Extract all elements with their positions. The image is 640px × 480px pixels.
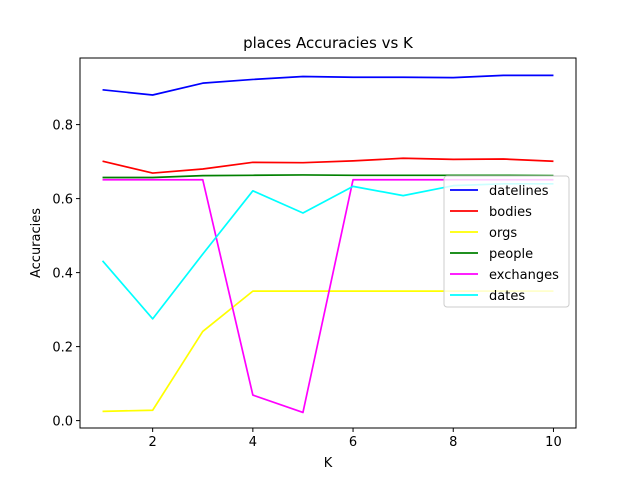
chart-title: places Accuracies vs K [243, 34, 414, 52]
series-line-bodies [102, 157, 554, 174]
x-tick-label: 8 [449, 435, 457, 450]
legend-label-orgs: orgs [489, 226, 517, 241]
legend-label-people: people [489, 247, 533, 262]
legend-label-bodies: bodies [489, 205, 532, 220]
x-tick-label: 2 [149, 435, 157, 450]
y-tick-label: 0.8 [52, 119, 73, 134]
y-tick-label: 0.2 [52, 341, 73, 356]
x-tick-label: 4 [249, 435, 257, 450]
legend: datelines bodies orgs people exchanges dates [443, 175, 570, 308]
series-line-datelines [102, 74, 554, 96]
x-axis: 2 4 6 8 10 [149, 428, 562, 450]
plot-frame [79, 57, 577, 429]
x-axis-label: K [324, 456, 333, 471]
series-line-people [102, 174, 554, 179]
x-tick-label: 10 [545, 435, 562, 450]
y-tick-label: 0.6 [52, 193, 73, 208]
y-axis: 0.0 0.2 0.4 0.6 0.8 [52, 119, 80, 430]
legend-label-datelines: datelines [489, 184, 549, 199]
y-tick-label: 0.4 [52, 267, 73, 282]
legend-label-dates: dates [489, 289, 525, 304]
y-tick-label: 0.0 [52, 415, 73, 430]
y-axis-label: Accuracies [29, 208, 44, 278]
legend-label-exchanges: exchanges [489, 268, 559, 283]
x-tick-label: 6 [349, 435, 357, 450]
